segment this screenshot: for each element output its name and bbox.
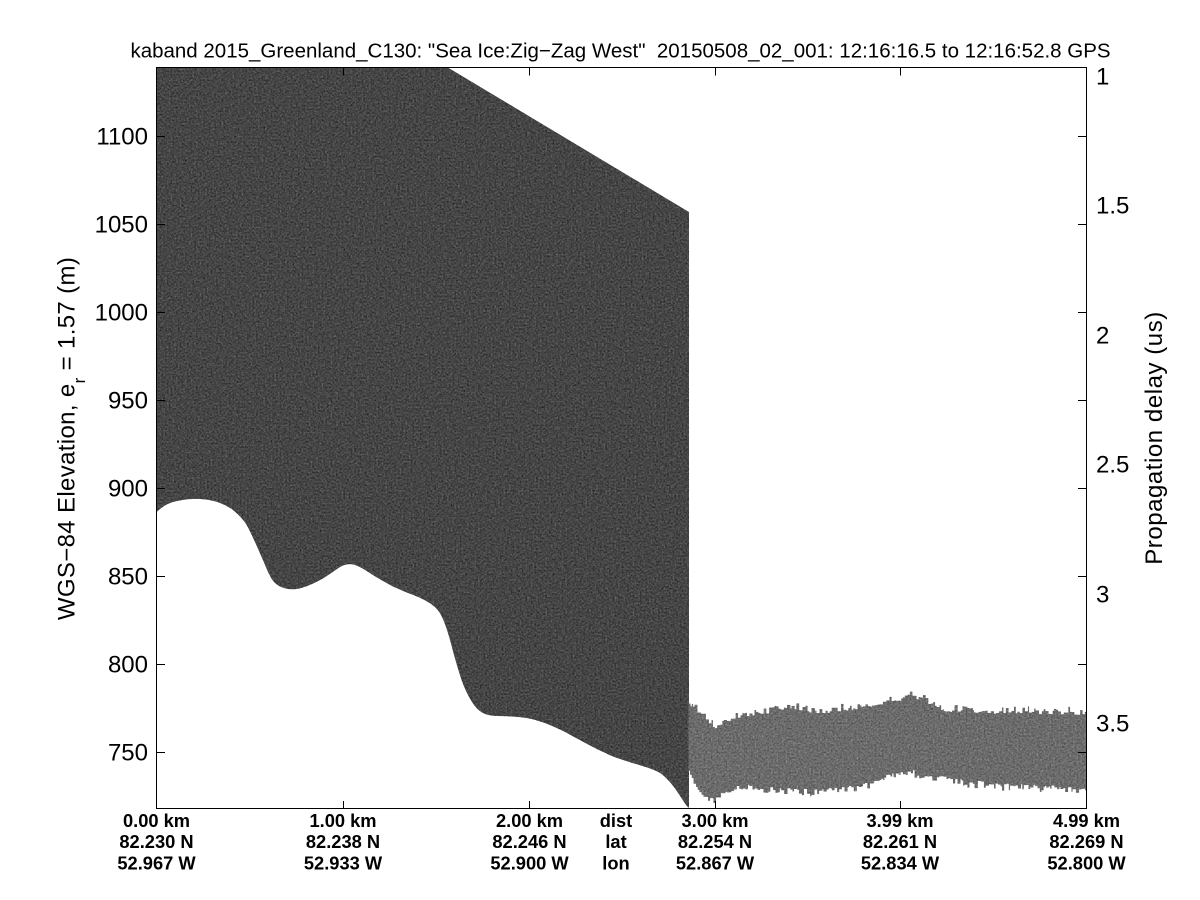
- svg-text:1.00 km: 1.00 km: [309, 810, 376, 831]
- svg-text:800: 800: [108, 652, 148, 679]
- svg-text:4.99 km: 4.99 km: [1053, 810, 1120, 831]
- svg-text:52.867 W: 52.867 W: [676, 853, 755, 874]
- svg-text:dist: dist: [600, 810, 633, 831]
- svg-text:2: 2: [1096, 323, 1109, 350]
- svg-text:1050: 1050: [95, 212, 148, 239]
- svg-text:1100: 1100: [96, 124, 148, 151]
- svg-text:lat: lat: [605, 831, 626, 852]
- svg-text:kaband 2015_Greenland_C130: "S: kaband 2015_Greenland_C130: "Sea Ice:Zig…: [130, 40, 1110, 63]
- svg-text:2.00 km: 2.00 km: [496, 810, 563, 831]
- svg-text:52.933 W: 52.933 W: [304, 853, 383, 874]
- svg-text:3.00 km: 3.00 km: [681, 810, 748, 831]
- svg-text:52.967 W: 52.967 W: [117, 853, 196, 874]
- svg-text:Propagation delay (us): Propagation delay (us): [1141, 311, 1168, 565]
- svg-text:1000: 1000: [95, 300, 148, 327]
- svg-text:1.5: 1.5: [1096, 193, 1129, 220]
- svg-text:1: 1: [1096, 64, 1109, 91]
- svg-text:82.238 N: 82.238 N: [306, 831, 380, 852]
- svg-text:0.00 km: 0.00 km: [123, 810, 190, 831]
- svg-text:lon: lon: [602, 853, 629, 874]
- svg-text:52.834 W: 52.834 W: [861, 853, 940, 874]
- svg-text:2.5: 2.5: [1096, 452, 1129, 479]
- svg-text:52.800 W: 52.800 W: [1047, 853, 1126, 874]
- svg-text:3.5: 3.5: [1096, 711, 1129, 738]
- svg-text:52.900 W: 52.900 W: [490, 853, 569, 874]
- svg-text:900: 900: [108, 476, 148, 503]
- svg-text:950: 950: [108, 388, 148, 415]
- svg-text:3.99 km: 3.99 km: [866, 810, 933, 831]
- svg-text:82.261 N: 82.261 N: [863, 831, 937, 852]
- svg-text:82.269 N: 82.269 N: [1049, 831, 1123, 852]
- svg-text:850: 850: [108, 564, 148, 591]
- svg-text:82.230 N: 82.230 N: [119, 831, 193, 852]
- svg-text:82.246 N: 82.246 N: [492, 831, 566, 852]
- svg-text:3: 3: [1096, 582, 1109, 609]
- svg-text:82.254 N: 82.254 N: [678, 831, 752, 852]
- svg-text:750: 750: [108, 740, 148, 767]
